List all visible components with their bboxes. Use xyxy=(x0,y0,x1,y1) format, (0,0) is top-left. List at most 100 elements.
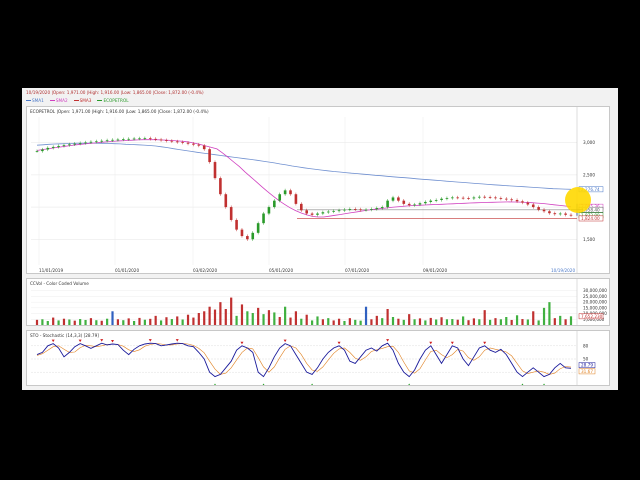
volume-bar xyxy=(208,306,211,325)
last-date-label: 10/19/2020 xyxy=(551,268,575,273)
legend-item: SMA2 xyxy=(49,98,68,103)
volume-bar xyxy=(219,302,222,325)
candle xyxy=(175,141,179,143)
y-tick-label: 3,000 xyxy=(583,140,595,145)
candle xyxy=(332,210,335,212)
volume-chart[interactable]: 30,000,00025,000,00020,000,00015,000,000… xyxy=(27,279,610,326)
candle xyxy=(510,199,513,201)
candle xyxy=(138,138,141,140)
candle xyxy=(391,197,395,201)
candle xyxy=(483,196,486,198)
volume-bar xyxy=(52,317,55,325)
volume-bar xyxy=(537,320,540,325)
stochastic-d-line xyxy=(36,343,572,375)
volume-panel[interactable]: 30,000,000 25,000,000 20,000,000 15,000,000… xyxy=(26,278,610,326)
candle xyxy=(283,190,287,195)
legend-item: ECOPETROL xyxy=(97,98,129,103)
volume-bar xyxy=(515,315,519,325)
buy-marker xyxy=(214,383,216,385)
volume-bar xyxy=(203,311,206,325)
candle xyxy=(526,202,530,205)
legend: SMA1 SMA2 SMA3 ECOPETROL xyxy=(26,98,129,103)
stochastic-last-label: 31.67 xyxy=(581,369,593,374)
volume-bar xyxy=(257,307,260,325)
volume-bar xyxy=(478,319,481,325)
candle xyxy=(116,139,120,141)
y-tick-label: 30,000,000 xyxy=(583,288,607,293)
volume-bar xyxy=(510,319,513,325)
candle xyxy=(461,197,465,199)
volume-bar xyxy=(165,317,168,325)
volume-bar xyxy=(364,306,368,325)
sell-marker xyxy=(111,340,115,343)
candle xyxy=(353,209,357,210)
volume-bar xyxy=(267,310,271,325)
volume-bar xyxy=(230,297,233,325)
legend-swatch xyxy=(73,100,79,101)
volume-bar xyxy=(149,318,152,325)
candle xyxy=(68,144,71,146)
candle xyxy=(478,196,481,198)
volume-bar xyxy=(569,316,573,325)
volume-bar xyxy=(278,317,281,325)
volume-bar xyxy=(505,317,508,325)
volume-bar xyxy=(192,317,195,325)
candle xyxy=(132,138,136,140)
candle xyxy=(569,214,573,216)
volume-bar xyxy=(305,314,308,325)
price-label: 2,005.36 xyxy=(581,204,600,209)
stochastic-label-box xyxy=(578,362,596,369)
volume-bar xyxy=(370,319,373,325)
volume-bar xyxy=(46,321,49,325)
volume-bar xyxy=(127,318,130,325)
legend-swatch xyxy=(49,100,55,101)
legend-label: ECOPETROL xyxy=(103,98,129,103)
candle xyxy=(310,213,314,215)
volume-bar xyxy=(73,320,76,325)
volume-bar xyxy=(381,318,384,325)
volume-bar xyxy=(41,319,44,325)
volume-bar xyxy=(262,314,265,325)
volume-bar xyxy=(176,316,179,325)
candle xyxy=(434,200,438,201)
volume-bar xyxy=(273,312,276,325)
volume-bar xyxy=(435,319,438,325)
candle xyxy=(300,203,303,211)
volume-bar xyxy=(526,319,529,325)
candle xyxy=(407,203,411,206)
legend-swatch xyxy=(97,100,103,101)
candle xyxy=(267,207,271,214)
volume-bar xyxy=(186,314,190,325)
price-label: 2,276.74 xyxy=(581,187,600,192)
candle xyxy=(213,162,217,179)
volume-bar xyxy=(451,319,454,325)
legend-item: SMA3 xyxy=(73,98,91,103)
volume-bar xyxy=(321,319,324,325)
volume-bar xyxy=(462,316,465,325)
sell-marker xyxy=(483,341,487,345)
x-tick-label: 05/01/2020 xyxy=(269,268,293,273)
volume-panel-title: CCVol - Color Coded Volume xyxy=(30,281,89,286)
sell-marker xyxy=(78,339,82,343)
price-label: 1,958.40 xyxy=(581,207,600,212)
volume-bar xyxy=(483,310,486,325)
sma-long-line xyxy=(36,142,572,190)
candle xyxy=(337,210,341,212)
price-chart[interactable]: 1,5002,0002,5003,00011/01/201901/01/2020… xyxy=(27,107,610,274)
candle xyxy=(558,213,562,215)
candle xyxy=(397,197,400,201)
candle xyxy=(84,142,87,144)
price-panel[interactable]: 1,5002,0002,5003,00011/01/201901/01/2020… xyxy=(26,106,610,274)
volume-bar xyxy=(289,317,292,325)
y-tick-label: 25,000,000 xyxy=(583,294,607,299)
candle xyxy=(418,203,422,205)
candle xyxy=(73,143,77,145)
candle xyxy=(488,197,492,198)
volume-bar xyxy=(143,319,146,325)
candle xyxy=(62,145,66,146)
volume-bar xyxy=(343,321,346,325)
legend-label: SMA2 xyxy=(55,98,68,103)
volume-bar xyxy=(445,319,449,325)
